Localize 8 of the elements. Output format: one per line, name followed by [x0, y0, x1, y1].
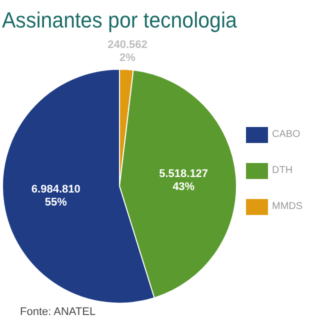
data-label: 6.984.810 55%	[31, 183, 80, 208]
legend-label: DTH	[272, 164, 293, 178]
chart-title: Assinantes por tecnologia	[2, 8, 238, 32]
data-label: 5.518.127 43%	[159, 168, 208, 193]
data-label: 240.562 2%	[108, 38, 148, 64]
source-note: Fonte: ANATEL	[20, 306, 96, 318]
legend-label: MMDS	[272, 200, 303, 214]
legend-label: CABO	[272, 128, 300, 142]
